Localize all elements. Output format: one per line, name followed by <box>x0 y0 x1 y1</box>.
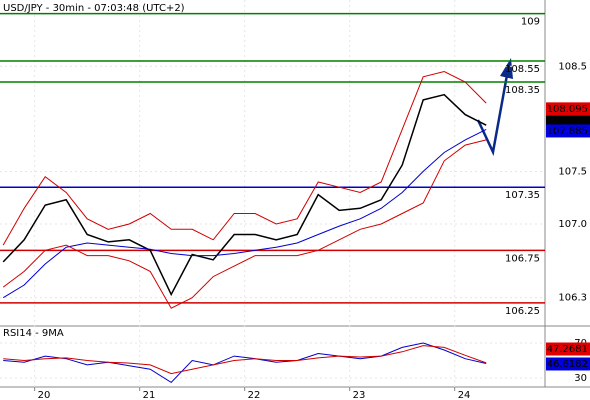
rsi-title: RSI14 - 9MA <box>3 328 64 339</box>
level-label: 109 <box>521 17 540 28</box>
series-line <box>3 342 487 384</box>
price-marker-label: 108.095 <box>547 104 588 115</box>
level-label: 107.35 <box>505 190 540 201</box>
x-tick-label: 21 <box>143 390 156 400</box>
price-marker <box>546 124 590 138</box>
y-tick-label: 106.3 <box>558 293 587 304</box>
y-tick-label: 107.5 <box>558 166 587 177</box>
price-marker-label: 46.6182 <box>547 359 588 370</box>
level-label: 108.35 <box>505 85 540 96</box>
price-marker <box>546 102 590 116</box>
level-label: 106.75 <box>505 253 540 264</box>
x-tick-label: 22 <box>248 390 261 400</box>
series-line <box>3 345 487 375</box>
y-tick-label: 107.0 <box>558 219 587 230</box>
price-marker <box>546 357 590 371</box>
y-tick-label: 30 <box>574 373 587 384</box>
series-line <box>2 93 487 297</box>
price-marker-label: 107.971 <box>547 117 588 128</box>
price-marker <box>546 342 590 356</box>
x-tick-label: 23 <box>353 390 366 400</box>
x-tick-label: 20 <box>38 390 51 400</box>
chart-title: USD/JPY - 30min - 07:03:48 (UTC+2) <box>3 3 185 14</box>
arrow-head <box>500 58 513 79</box>
price-marker-label: 107.885 <box>547 126 588 137</box>
series-line <box>2 70 487 246</box>
series-line <box>2 139 487 309</box>
price-marker-label: 47.2681 <box>547 344 588 355</box>
level-label: 106.25 <box>505 306 540 317</box>
series-line <box>2 128 487 299</box>
x-tick-label: 24 <box>458 390 471 400</box>
level-label: 108.55 <box>505 64 540 75</box>
y-tick-label: 108.5 <box>558 61 587 72</box>
